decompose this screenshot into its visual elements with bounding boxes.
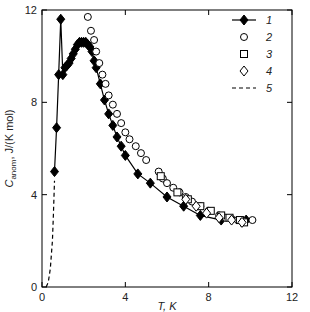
y-tick: [287, 102, 292, 103]
legend: 1 2 3 4 5: [232, 14, 273, 94]
data-point: [174, 189, 181, 196]
x-tick: [292, 10, 293, 15]
legend-marker: [241, 51, 248, 58]
plot-area: [46, 13, 256, 287]
y-tick: [287, 287, 292, 288]
data-point: [96, 60, 103, 67]
data-point: [118, 120, 125, 127]
y-tick-label: 8: [31, 96, 37, 108]
y-axis-label-part: , J/(K mol): [3, 109, 15, 159]
chart: 0481204812T, KCanom, J/(K mol)12345: [0, 0, 310, 312]
x-tick: [125, 10, 126, 15]
y-tick: [287, 10, 292, 11]
legend-label: 1: [266, 14, 272, 26]
data-point: [121, 150, 129, 160]
series-line: [55, 19, 247, 220]
data-point: [91, 37, 98, 44]
x-tick-label: 4: [122, 291, 128, 303]
y-tick: [42, 194, 47, 195]
data-point: [57, 14, 65, 24]
x-tick: [42, 282, 43, 287]
series-line: [46, 181, 54, 287]
data-point: [53, 123, 61, 133]
data-point: [87, 27, 94, 34]
legend-label: 2: [265, 31, 272, 43]
y-tick: [42, 102, 47, 103]
data-point: [105, 109, 113, 119]
data-point: [249, 217, 256, 224]
data-point: [228, 215, 236, 225]
data-point: [192, 201, 200, 211]
data-point: [99, 71, 106, 78]
data-point: [122, 129, 129, 136]
x-tick: [42, 10, 43, 15]
data-point: [126, 136, 133, 143]
x-tick: [208, 10, 209, 15]
y-tick-label: 0: [31, 281, 37, 293]
x-tick: [292, 282, 293, 287]
data-point: [137, 150, 144, 157]
legend-marker: [240, 66, 248, 76]
x-tick-label: 8: [206, 291, 212, 303]
data-point: [109, 120, 117, 130]
legend-label: 5: [266, 82, 273, 94]
data-point: [146, 178, 154, 188]
data-point: [93, 48, 100, 55]
data-point: [215, 213, 223, 223]
data-point: [113, 132, 121, 142]
y-tick-label: 4: [31, 189, 37, 201]
legend-marker: [240, 15, 248, 25]
data-point: [143, 157, 150, 164]
legend-line: [232, 87, 256, 88]
x-tick-label: 0: [39, 291, 45, 303]
data-point: [163, 192, 171, 202]
x-tick: [208, 282, 209, 287]
data-point: [109, 101, 116, 108]
x-tick: [125, 282, 126, 287]
data-point: [238, 217, 246, 227]
x-tick-label: 12: [286, 291, 298, 303]
data-point: [164, 180, 171, 187]
data-point: [157, 173, 164, 180]
legend-label: 4: [266, 65, 272, 77]
data-point: [114, 110, 121, 117]
legend-marker: [241, 34, 248, 41]
y-tick-label: 12: [25, 4, 37, 16]
data-point: [203, 208, 211, 218]
y-axis-label: Canom, J/(K mol): [3, 109, 18, 187]
data-point: [105, 92, 112, 99]
x-axis-label: T, K: [157, 300, 177, 312]
data-point: [84, 13, 91, 20]
legend-label: 3: [266, 48, 273, 60]
y-tick: [287, 194, 292, 195]
data-point: [182, 194, 190, 204]
data-point: [102, 80, 109, 87]
plot-frame: [42, 10, 292, 287]
data-point: [51, 167, 59, 177]
data-point: [134, 169, 142, 179]
y-axis-label-part: anom: [9, 159, 18, 179]
data-point: [117, 141, 125, 151]
y-axis-label-part: C: [3, 180, 15, 188]
data-point: [132, 143, 139, 150]
y-tick: [42, 10, 47, 11]
